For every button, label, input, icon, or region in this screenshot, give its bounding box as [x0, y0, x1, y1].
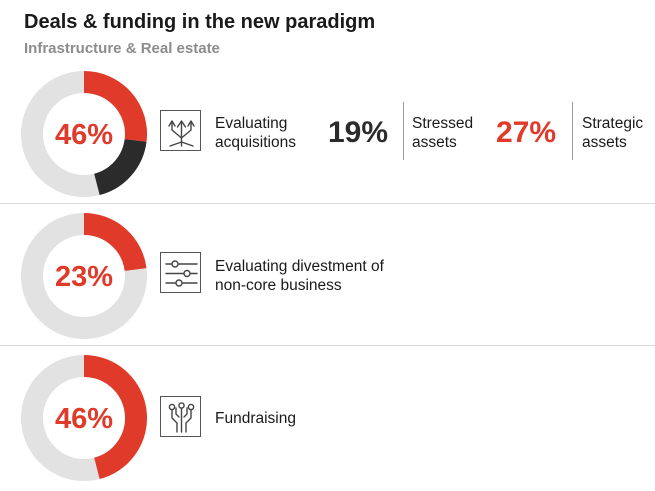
row-label-divestment: Evaluating divestment of non-core busine… [215, 258, 384, 294]
chart-subtitle: Infrastructure & Real estate [24, 40, 220, 57]
row-divider [0, 345, 655, 346]
row-divider [0, 203, 655, 204]
stat-label-stressed: Stressed assets [412, 115, 474, 151]
donut-segment-0 [83, 213, 147, 272]
stat-value-strategic: 27% [496, 116, 557, 149]
donut-center-label: 46% [55, 403, 113, 435]
donut-chart-acquisitions: 46% [21, 71, 147, 197]
stat-divider [403, 102, 404, 160]
circuit-icon [160, 396, 201, 437]
branching-arrows-icon [160, 110, 201, 151]
donut-segment-0 [83, 355, 147, 480]
row-label-fundraising: Fundraising [215, 410, 296, 427]
stat-divider [572, 102, 573, 160]
row-label-acquisitions: Evaluating acquisitions [215, 115, 296, 151]
donut-center-label: 23% [55, 261, 113, 293]
donut-chart-divestment: 23% [21, 213, 147, 339]
donut-chart-fundraising: 46% [21, 355, 147, 481]
donut-segment-0 [83, 71, 147, 142]
sliders-icon [160, 252, 201, 293]
stat-value-stressed: 19% [328, 116, 389, 149]
stat-label-strategic: Strategic assets [582, 115, 644, 151]
donut-segment-1 [93, 138, 147, 196]
chart-title: Deals & funding in the new paradigm [24, 11, 376, 33]
donut-center-label: 46% [55, 119, 113, 151]
